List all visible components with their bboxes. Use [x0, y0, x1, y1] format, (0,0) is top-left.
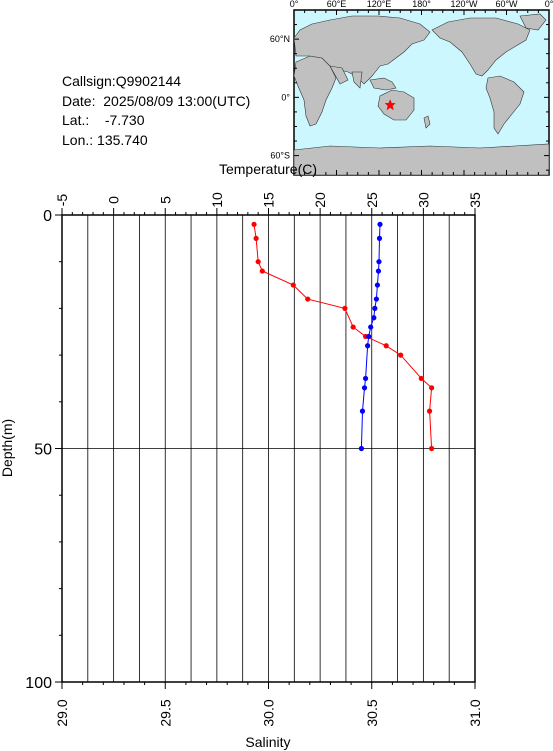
station-info: Callsign:Q9902144 Date: 2025/08/09 13:00…: [62, 72, 250, 150]
top-tick-label: 0: [106, 196, 122, 204]
callsign-row: Callsign:Q9902144: [62, 72, 250, 92]
map-left-labels: 60°N 0° 60°S: [270, 34, 291, 160]
bottom-axis-label: Salinity: [245, 734, 290, 750]
top-tick-label: 35: [467, 192, 483, 208]
map-top-ticks: [293, 10, 550, 15]
salinity-point: [350, 324, 356, 330]
map-lon-label: 0°: [545, 0, 553, 9]
bottom-tick-label: 30.5: [364, 699, 380, 726]
bottom-tick-label: 29.5: [157, 699, 173, 726]
temperature-point: [358, 445, 365, 452]
lon-label: Lon.:: [62, 131, 94, 148]
top-axis-tick-labels: -5 0 5 10 15 20 25 30 35: [54, 192, 483, 208]
temperature-point: [376, 235, 383, 241]
temperature-point: [366, 333, 372, 340]
temperature-point: [359, 408, 366, 414]
temperature-point: [371, 315, 377, 321]
series-layer: [251, 221, 435, 452]
left-axis-ticks: [55, 214, 62, 683]
salinity-point: [342, 305, 348, 311]
top-tick-label: -5: [54, 194, 70, 207]
temperature-point: [377, 221, 383, 227]
continent-australia: [377, 89, 415, 121]
callsign-value: Q9902144: [115, 73, 182, 89]
continent-south-asia: [329, 65, 363, 89]
map-lon-label: 0°: [290, 0, 299, 9]
salinity-point: [253, 235, 259, 241]
top-tick-label: 15: [261, 192, 277, 208]
map-lat-label: 60°N: [270, 34, 290, 44]
bottom-axis-tick-labels: 29.0 29.5 30.0 30.5 31.0: [54, 699, 483, 726]
temperature-point: [361, 385, 368, 391]
map-lat-label: 0°: [281, 92, 290, 102]
temperature-point: [368, 324, 374, 330]
bottom-tick-label: 29.0: [54, 699, 70, 726]
lat-row: Lat.: -7.730: [62, 111, 250, 131]
top-tick-label: 10: [209, 192, 225, 208]
left-tick-label: 100: [25, 675, 52, 692]
map-lon-label: 180°: [412, 0, 431, 9]
map-bottom-ticks: [293, 170, 550, 175]
date-value: 2025/08/09 13:00(UTC): [103, 92, 251, 109]
date-label: Date:: [62, 92, 96, 109]
top-axis-label: Temperature(C): [219, 161, 317, 177]
map-top-labels: 0° 60°E 120°E 180° 120°W 60°W 0°: [290, 0, 553, 9]
temperature-point: [374, 282, 381, 288]
map-lat-label: 60°S: [270, 151, 290, 161]
map-lon-label: 60°W: [495, 0, 518, 9]
lat-value: -7.730: [104, 112, 145, 128]
left-axis-tick-labels: 0 50 100: [25, 208, 52, 692]
salinity-point: [429, 445, 435, 452]
temperature-point: [372, 305, 378, 311]
salinity-point: [251, 221, 257, 227]
salinity-point: [426, 408, 433, 414]
lon-value: 135.740: [97, 131, 148, 148]
top-tick-label: 25: [364, 192, 380, 208]
temperature-point: [373, 296, 379, 302]
date-row: Date: 2025/08/09 13:00(UTC): [62, 92, 250, 112]
continent-indonesia: [369, 77, 397, 91]
lon-row: Lon.: 135.740: [62, 131, 250, 151]
map-lon-label: 60°E: [327, 0, 347, 9]
station-marker-icon: [384, 99, 396, 111]
top-tick-label: 30: [415, 192, 431, 208]
salinity-point: [259, 268, 265, 274]
temperature-point: [362, 375, 369, 382]
map-left-ticks: [294, 9, 299, 171]
left-tick-label: 50: [34, 442, 52, 459]
salinity-point: [290, 282, 296, 288]
map-land: [293, 13, 550, 176]
continent-new-zealand: [423, 115, 431, 129]
map-right-ticks: [544, 9, 549, 171]
bottom-axis-ticks: [61, 682, 476, 689]
callsign-label: Callsign:: [62, 73, 116, 89]
temperature-point: [365, 343, 371, 349]
location-map: 0° 60°E 120°E 180° 120°W 60°W 0° 60°N 0° 60°S: [270, 0, 553, 176]
salinity-point: [429, 385, 435, 391]
map-lon-label: 120°W: [450, 0, 478, 9]
continent-greenland: [519, 13, 547, 31]
continent-south-america: [485, 75, 525, 135]
bottom-tick-label: 31.0: [467, 699, 483, 726]
salinity-point: [255, 259, 261, 265]
lat-label: Lat.:: [62, 112, 90, 128]
map-lon-label: 120°E: [367, 0, 392, 9]
bottom-tick-label: 30.0: [261, 699, 277, 726]
salinity-point: [305, 296, 311, 302]
continent-north-america: [431, 17, 531, 77]
series-temperature: [358, 221, 383, 452]
top-axis-ticks: [61, 208, 476, 215]
top-tick-label: 5: [157, 196, 173, 204]
temperature-point: [375, 268, 382, 274]
temperature-point: [376, 259, 382, 265]
left-axis-label: Depth(m): [0, 419, 15, 477]
left-tick-label: 0: [43, 208, 52, 225]
salinity-point: [418, 375, 424, 382]
salinity-point: [383, 343, 389, 349]
salinity-point: [398, 352, 404, 358]
top-tick-label: 20: [312, 192, 328, 208]
station-marker: [384, 99, 396, 111]
